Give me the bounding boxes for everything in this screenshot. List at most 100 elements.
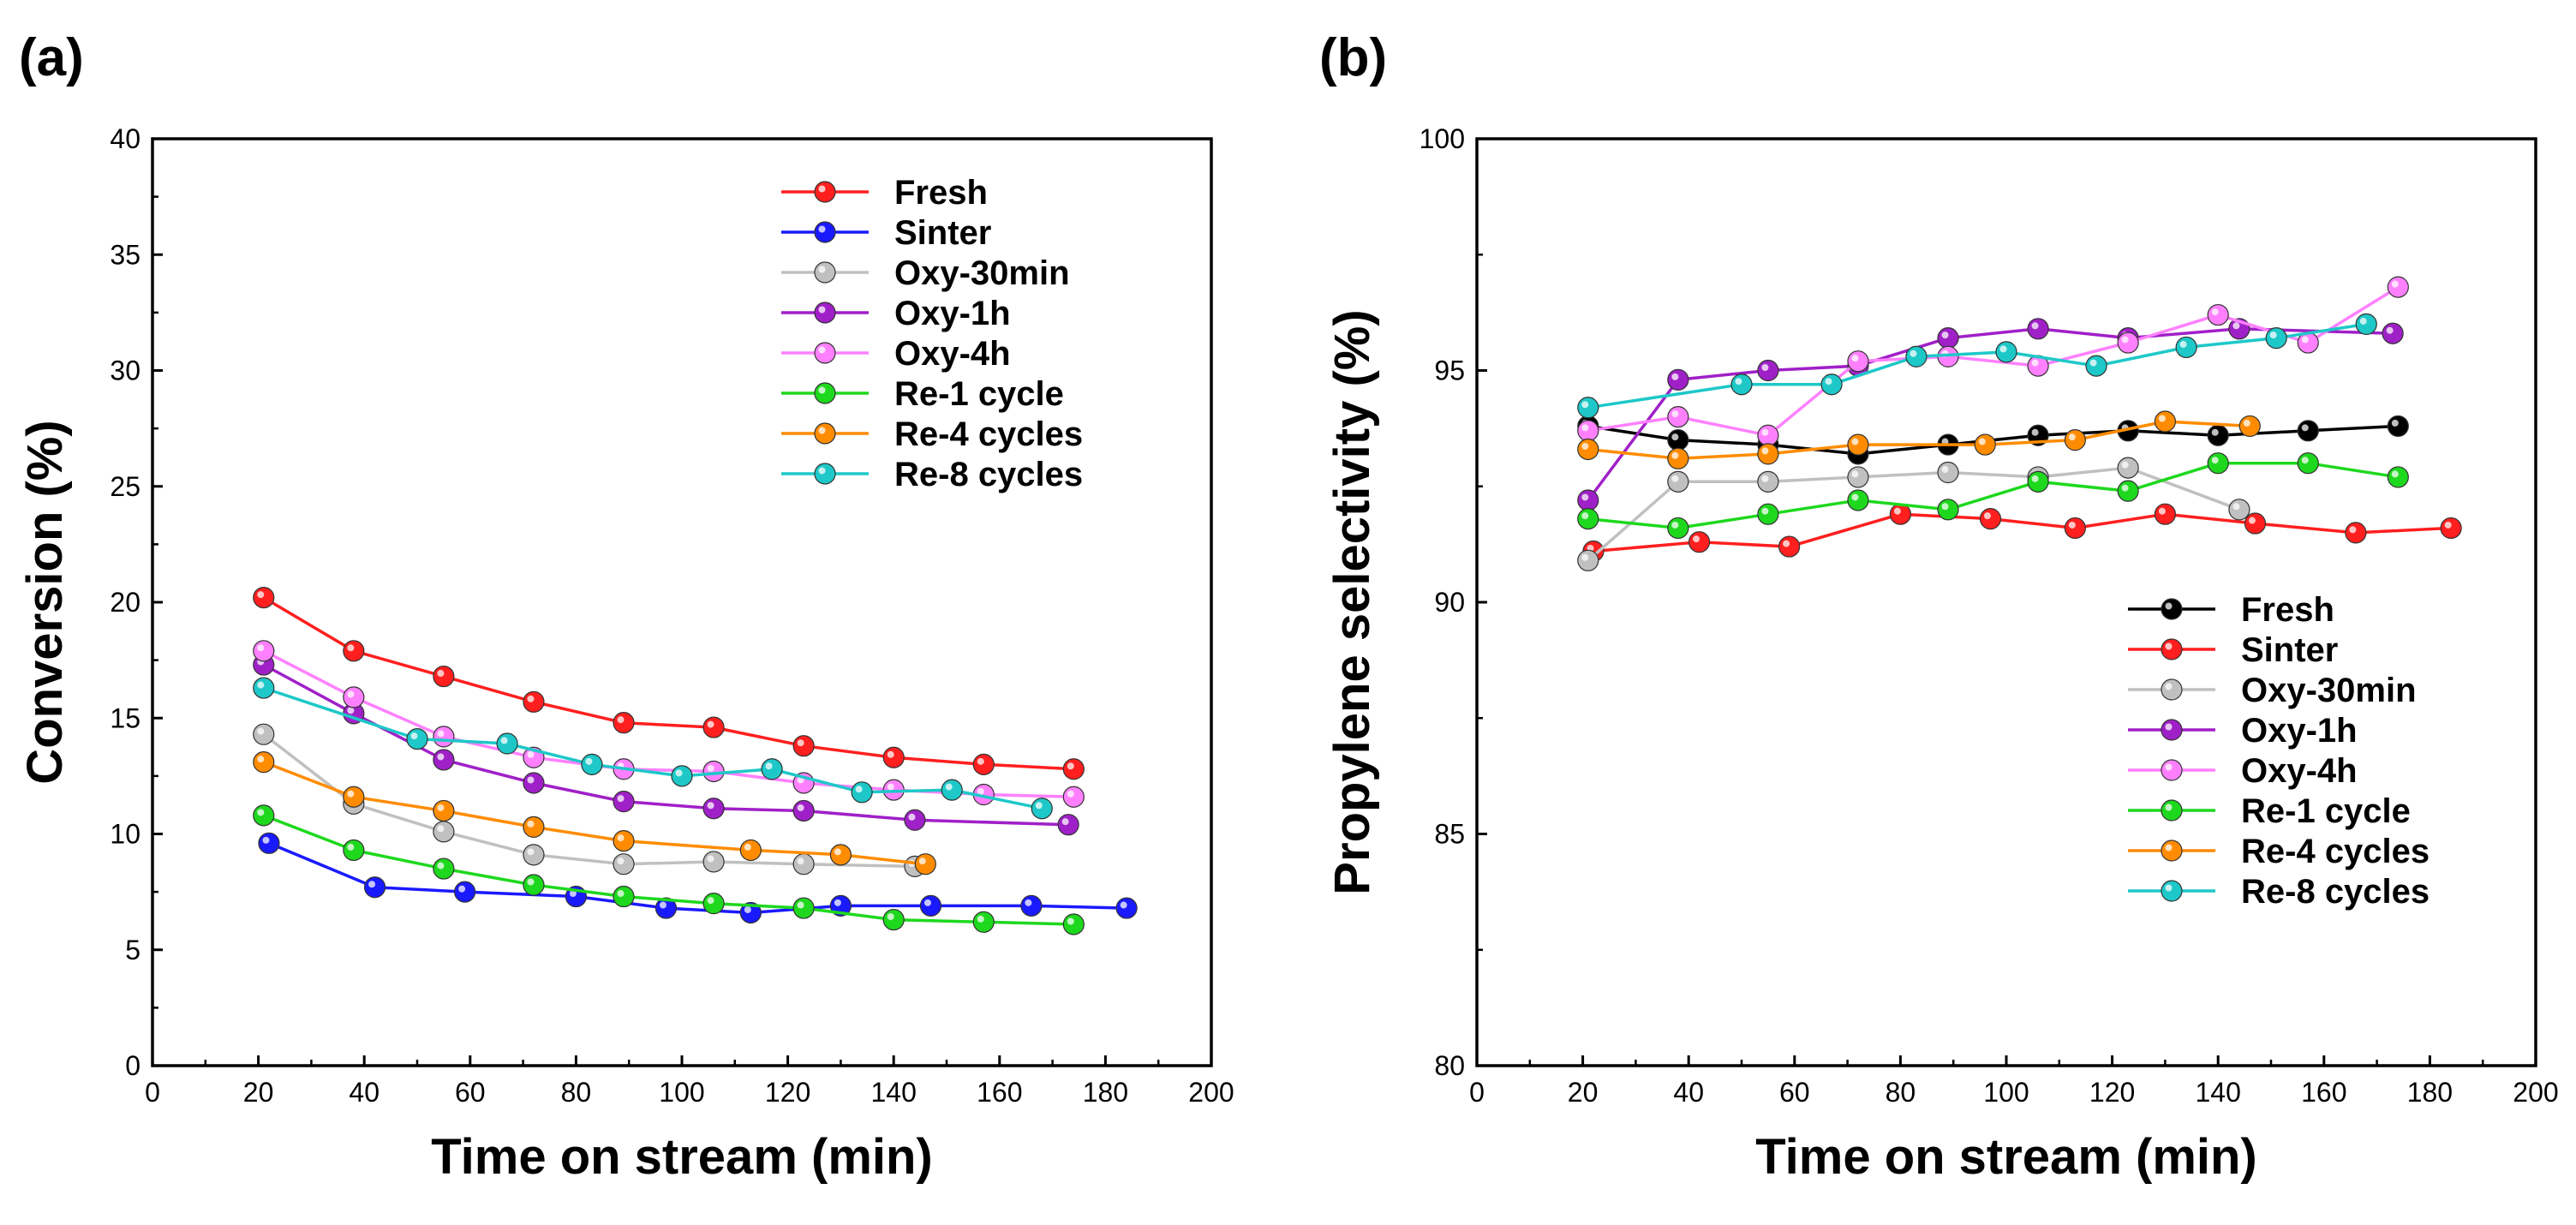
- data-point: [702, 893, 725, 915]
- data-point-highlight: [458, 885, 466, 893]
- data-point-highlight: [2031, 359, 2039, 367]
- x-tick-label: 80: [1886, 1077, 1916, 1108]
- legend-marker-highlight: [2165, 763, 2173, 771]
- legend-marker-highlight: [818, 427, 826, 434]
- data-point-highlight: [1025, 899, 1032, 906]
- data-point: [613, 885, 635, 908]
- data-point: [1937, 327, 1959, 350]
- legend-marker: [814, 302, 836, 324]
- legend-marker-highlight: [818, 185, 826, 193]
- y-tick-label: 15: [110, 702, 140, 733]
- data-point: [1905, 345, 1928, 368]
- series-re-8-cycles: [1577, 313, 2377, 419]
- data-point: [671, 765, 693, 787]
- legend-marker: [2161, 759, 2183, 781]
- data-point-highlight: [1671, 373, 1679, 380]
- legend-marker: [814, 463, 836, 485]
- legend-marker-highlight: [818, 346, 826, 354]
- data-point: [792, 853, 815, 875]
- data-point: [1979, 508, 2002, 530]
- data-point: [972, 911, 995, 933]
- data-point: [2440, 517, 2462, 540]
- data-point-highlight: [347, 690, 355, 698]
- data-point-highlight: [527, 820, 535, 828]
- data-point-highlight: [1581, 553, 1589, 561]
- data-point: [2382, 322, 2404, 344]
- data-point-highlight: [527, 750, 535, 758]
- data-point-highlight: [1983, 512, 1991, 520]
- data-point: [1757, 443, 1779, 465]
- data-point-highlight: [1761, 475, 1769, 482]
- x-tick-label: 200: [1188, 1077, 1234, 1108]
- data-point: [1889, 503, 1911, 525]
- data-point: [253, 677, 275, 699]
- data-point-highlight: [1761, 507, 1769, 515]
- data-point: [1667, 517, 1689, 540]
- data-point-highlight: [1693, 535, 1700, 543]
- data-point: [1062, 913, 1085, 935]
- data-point: [433, 821, 455, 843]
- x-tick-label: 60: [455, 1077, 486, 1108]
- panel-label: (a): [19, 28, 84, 87]
- data-point-highlight: [2391, 280, 2399, 288]
- data-point-highlight: [1671, 451, 1679, 459]
- data-point: [253, 723, 275, 745]
- legend-marker-highlight: [2165, 844, 2173, 852]
- legend-marker-highlight: [2165, 683, 2173, 690]
- data-point-highlight: [1941, 503, 1949, 511]
- data-point: [1667, 406, 1689, 428]
- data-point: [1820, 373, 1843, 396]
- data-point: [1667, 447, 1689, 469]
- legend-marker: [814, 261, 836, 284]
- data-point: [919, 894, 942, 917]
- data-point: [702, 851, 725, 873]
- x-tick-label: 40: [1673, 1077, 1704, 1108]
- data-point-highlight: [1851, 470, 1859, 478]
- data-point: [1577, 489, 1599, 511]
- data-point-highlight: [617, 795, 625, 803]
- data-point: [2238, 415, 2261, 438]
- data-point: [2207, 452, 2229, 475]
- data-point: [882, 908, 905, 931]
- data-point-highlight: [659, 901, 666, 909]
- data-point-highlight: [1671, 433, 1679, 441]
- data-point-highlight: [1941, 332, 1949, 339]
- data-point-highlight: [1581, 512, 1589, 520]
- data-point-highlight: [2301, 336, 2309, 344]
- data-point-highlight: [887, 913, 894, 921]
- data-point: [613, 712, 635, 734]
- data-point: [792, 735, 815, 757]
- data-point: [914, 853, 936, 875]
- data-point: [1688, 531, 1711, 553]
- legend-marker: [2161, 799, 2183, 822]
- data-point: [433, 799, 455, 822]
- data-point: [253, 586, 275, 609]
- data-point-highlight: [2248, 517, 2256, 524]
- data-point: [2175, 336, 2197, 359]
- x-tick-label: 200: [2513, 1077, 2558, 1108]
- data-point-highlight: [2211, 457, 2219, 464]
- data-point-highlight: [1978, 438, 1986, 445]
- data-point-highlight: [1941, 466, 1949, 474]
- data-point-highlight: [908, 813, 916, 821]
- data-point: [792, 897, 815, 919]
- legend-marker-highlight: [818, 467, 826, 475]
- legend-label: Re-8 cycles: [2241, 873, 2430, 911]
- data-point-highlight: [437, 753, 445, 761]
- legend-marker-highlight: [818, 306, 826, 314]
- y-tick-label: 85: [1434, 819, 1465, 850]
- data-point-highlight: [257, 644, 265, 652]
- data-point: [2387, 415, 2409, 438]
- series-re-1-cycle: [1577, 452, 2409, 540]
- data-point-highlight: [410, 732, 418, 740]
- data-point: [523, 816, 545, 838]
- data-point: [1020, 894, 1043, 917]
- y-tick-label: 90: [1434, 587, 1465, 618]
- data-point: [523, 844, 545, 866]
- legend-label: Oxy-1h: [894, 295, 1011, 332]
- legend-marker-highlight: [2165, 602, 2173, 610]
- data-point-highlight: [2031, 428, 2039, 436]
- data-point-highlight: [1910, 350, 1917, 357]
